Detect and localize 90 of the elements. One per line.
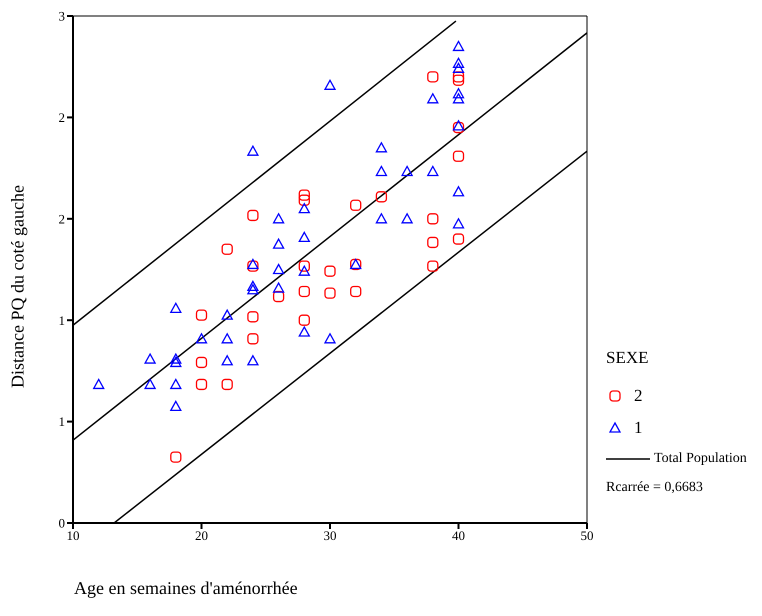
point	[401, 213, 413, 224]
point	[196, 378, 208, 390]
x-axis-title: Age en semaines d'aménorrhée	[74, 578, 298, 599]
point	[298, 260, 310, 272]
point	[222, 378, 233, 390]
point	[196, 309, 208, 321]
y-tick-label: 2	[58, 110, 65, 126]
point	[222, 355, 233, 366]
point	[170, 378, 182, 390]
point	[452, 93, 464, 104]
point	[272, 264, 284, 274]
point	[452, 122, 464, 134]
point	[298, 326, 310, 337]
point	[272, 238, 284, 249]
point	[452, 58, 464, 68]
point	[427, 236, 438, 248]
point	[247, 280, 259, 292]
point	[298, 314, 310, 326]
point	[427, 213, 438, 224]
legend-title: SEXE	[606, 348, 650, 368]
point	[222, 244, 233, 255]
point	[247, 355, 259, 366]
x-tick-label: 20	[195, 528, 208, 544]
point	[298, 232, 310, 242]
point	[170, 356, 182, 368]
point	[427, 166, 438, 176]
point	[452, 150, 464, 162]
point	[376, 166, 388, 176]
point	[298, 194, 310, 206]
point	[401, 166, 413, 176]
point	[247, 333, 259, 344]
point	[170, 353, 182, 364]
point	[452, 74, 464, 86]
point	[93, 378, 104, 390]
point	[452, 186, 464, 196]
point	[272, 213, 284, 224]
x-tick-label: 50	[580, 528, 594, 544]
x-tick-label: 30	[324, 528, 336, 544]
point	[324, 333, 336, 344]
point	[247, 146, 259, 156]
y-tick-label: 3	[58, 8, 65, 24]
point	[298, 203, 310, 214]
point	[247, 311, 259, 322]
point	[144, 378, 156, 390]
point	[452, 120, 464, 130]
point	[196, 356, 208, 368]
x-tick-label: 10	[66, 528, 80, 544]
point	[170, 451, 182, 463]
legend-label: 2	[634, 386, 642, 406]
point	[324, 288, 336, 299]
point	[350, 286, 362, 298]
point	[427, 93, 438, 104]
point	[324, 80, 336, 90]
x-tick-label: 40	[452, 528, 465, 544]
point	[298, 189, 310, 201]
point	[247, 260, 259, 272]
point	[376, 142, 388, 152]
point	[222, 309, 233, 320]
point	[298, 266, 310, 276]
point	[298, 286, 310, 298]
point	[427, 260, 438, 272]
point	[222, 333, 233, 344]
point	[452, 62, 464, 74]
point	[452, 71, 464, 82]
point	[452, 233, 464, 245]
point	[324, 266, 336, 277]
y-axis-title: Distance PQ du coté gauche	[8, 184, 28, 390]
legend-label: 1	[634, 418, 642, 438]
point	[170, 400, 182, 412]
legend-label: Total Population	[654, 451, 747, 467]
text: Rcarrée = 0,6683	[606, 480, 704, 496]
point	[170, 302, 182, 314]
point	[247, 284, 259, 294]
point	[272, 282, 284, 293]
point	[144, 353, 156, 364]
y-tick-label: 2	[58, 211, 65, 226]
point	[376, 213, 388, 224]
y-tick-label: 0	[58, 516, 65, 531]
point	[452, 88, 464, 98]
point	[427, 71, 438, 82]
y-tick-label: 1	[58, 312, 65, 328]
point	[452, 218, 464, 229]
point	[376, 191, 388, 202]
point	[350, 200, 362, 211]
point	[247, 258, 259, 270]
point	[272, 290, 284, 302]
point	[452, 40, 464, 52]
point	[247, 210, 259, 222]
point	[196, 333, 208, 344]
y-tick-label: 1	[58, 414, 65, 430]
